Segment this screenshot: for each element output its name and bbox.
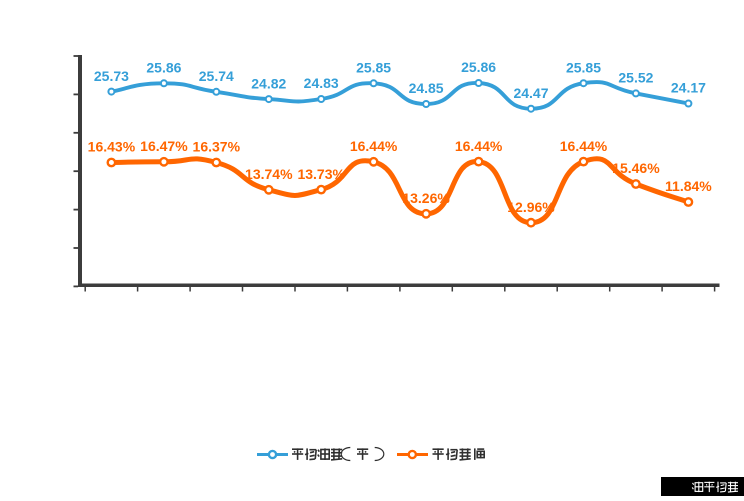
svg-text:15.46%: 15.46% <box>612 160 660 176</box>
svg-text:25.74: 25.74 <box>199 68 234 84</box>
svg-text:13.73%: 13.73% <box>297 166 345 182</box>
svg-text:16.47%: 16.47% <box>140 138 188 154</box>
svg-text:25.73: 25.73 <box>94 68 129 84</box>
svg-text:25.85: 25.85 <box>566 59 601 75</box>
svg-text:13.74%: 13.74% <box>245 166 293 182</box>
svg-text:25.85: 25.85 <box>356 60 391 76</box>
svg-text:16.44%: 16.44% <box>350 138 398 154</box>
svg-text:16.43%: 16.43% <box>88 139 136 155</box>
svg-text:16.37%: 16.37% <box>193 139 241 155</box>
svg-text:25.52: 25.52 <box>618 70 653 86</box>
svg-text:24.85: 24.85 <box>409 80 444 96</box>
svg-text:11.84%: 11.84% <box>665 178 712 194</box>
svg-text:25.86: 25.86 <box>146 60 181 76</box>
svg-text:24.83: 24.83 <box>304 75 339 91</box>
svg-text:12.96%: 12.96% <box>507 199 555 215</box>
svg-text:24.82: 24.82 <box>251 75 286 91</box>
svg-text:16.44%: 16.44% <box>455 138 503 154</box>
svg-text:25.86: 25.86 <box>461 59 496 75</box>
svg-text:24.17: 24.17 <box>671 80 706 96</box>
svg-text:13.26%: 13.26% <box>402 190 450 206</box>
svg-text:16.44%: 16.44% <box>560 138 608 154</box>
svg-text:24.47: 24.47 <box>513 85 548 101</box>
